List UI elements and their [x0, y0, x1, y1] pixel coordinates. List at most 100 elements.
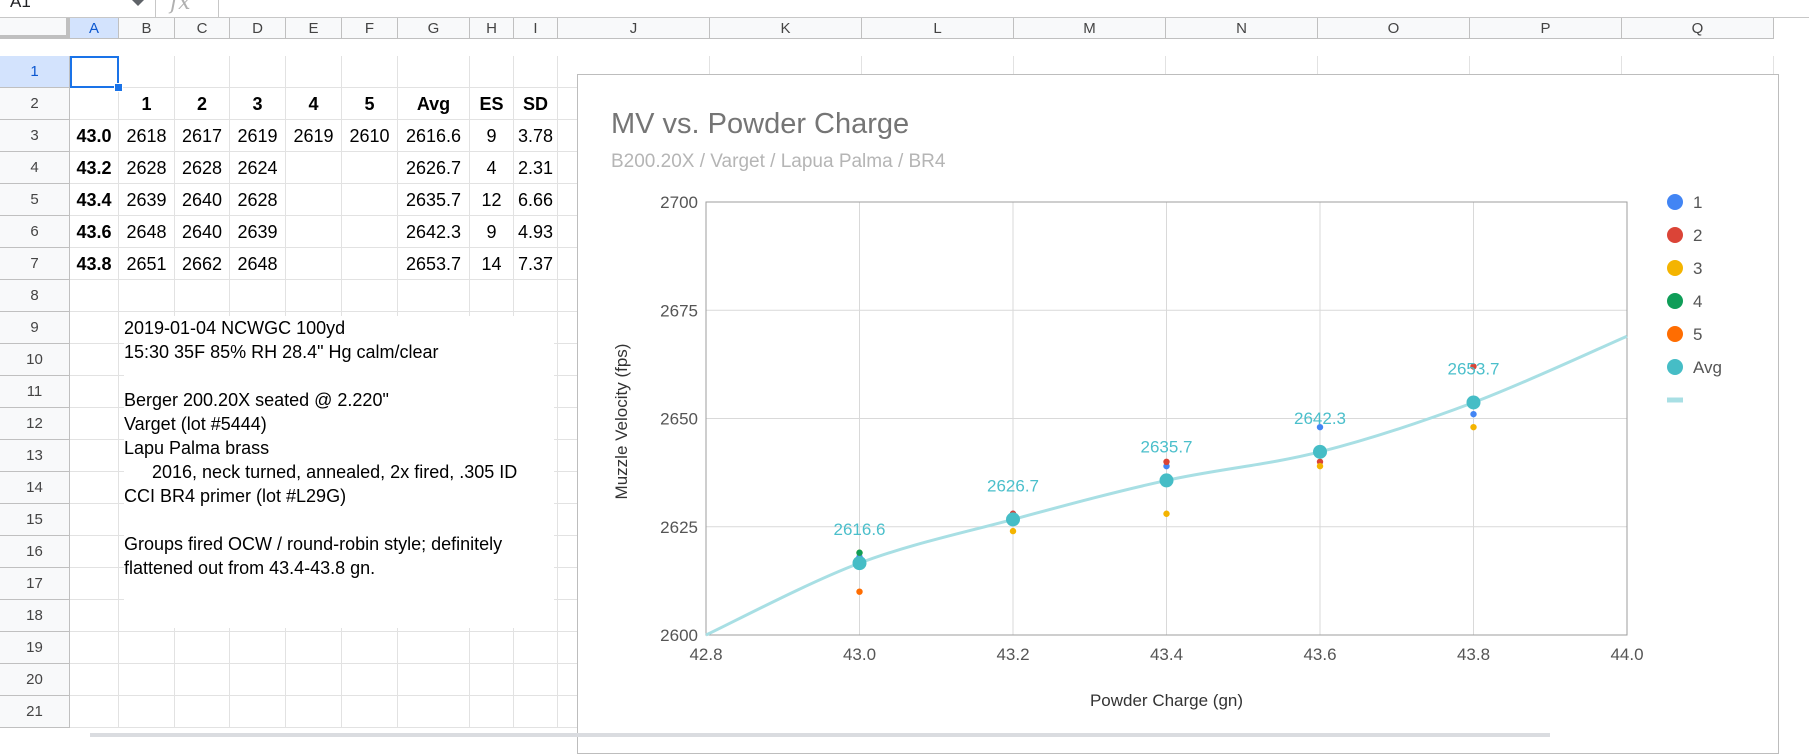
cell[interactable]	[175, 696, 230, 728]
selected-cell-a1[interactable]	[70, 56, 119, 88]
cell[interactable]	[119, 280, 175, 312]
column-header-N[interactable]: N	[1166, 18, 1318, 39]
table-header-cell[interactable]: SD	[514, 88, 558, 120]
cell[interactable]	[470, 664, 514, 696]
row-header-6[interactable]: 6	[0, 216, 70, 248]
cell[interactable]	[398, 664, 470, 696]
table-cell[interactable]: 2642.3	[398, 216, 470, 248]
cell[interactable]	[70, 632, 119, 664]
cell[interactable]	[514, 664, 558, 696]
table-cell[interactable]: 4	[470, 152, 514, 184]
row-header-20[interactable]: 20	[0, 664, 70, 696]
table-cell[interactable]: 4.93	[514, 216, 558, 248]
column-header-A[interactable]: A	[70, 18, 119, 39]
table-cell[interactable]: 2610	[342, 120, 398, 152]
cell[interactable]	[286, 664, 342, 696]
table-cell[interactable]	[286, 184, 342, 216]
row-header-8[interactable]: 8	[0, 280, 70, 312]
cell[interactable]	[470, 56, 514, 88]
table-cell[interactable]	[286, 248, 342, 280]
column-header-J[interactable]: J	[558, 18, 710, 39]
charge-cell[interactable]: 43.6	[70, 216, 119, 248]
cell[interactable]	[342, 632, 398, 664]
cell[interactable]	[470, 280, 514, 312]
cell[interactable]	[70, 408, 119, 440]
horizontal-scrollbar[interactable]	[90, 733, 1550, 737]
cell[interactable]	[70, 280, 119, 312]
cell[interactable]	[70, 344, 119, 376]
column-header-G[interactable]: G	[398, 18, 470, 39]
row-header-10[interactable]: 10	[0, 344, 70, 376]
row-header-14[interactable]: 14	[0, 472, 70, 504]
column-header-E[interactable]: E	[286, 18, 342, 39]
cell[interactable]	[514, 696, 558, 728]
table-cell[interactable]: 2618	[119, 120, 175, 152]
table-cell[interactable]: 2628	[175, 152, 230, 184]
column-header-K[interactable]: K	[710, 18, 862, 39]
row-header-21[interactable]: 21	[0, 696, 70, 728]
select-all-corner[interactable]	[0, 18, 70, 39]
cell[interactable]	[70, 376, 119, 408]
cell[interactable]	[70, 664, 119, 696]
cell[interactable]	[119, 632, 175, 664]
table-cell[interactable]	[342, 216, 398, 248]
row-header-12[interactable]: 12	[0, 408, 70, 440]
row-header-3[interactable]: 3	[0, 120, 70, 152]
cell[interactable]	[342, 696, 398, 728]
cell[interactable]	[230, 696, 286, 728]
cell[interactable]	[398, 696, 470, 728]
cell[interactable]	[286, 280, 342, 312]
column-header-D[interactable]: D	[230, 18, 286, 39]
table-cell[interactable]: 3.78	[514, 120, 558, 152]
table-cell[interactable]	[342, 248, 398, 280]
table-cell[interactable]: 2628	[230, 184, 286, 216]
table-header-cell[interactable]: 5	[342, 88, 398, 120]
cell[interactable]	[514, 600, 558, 632]
cell[interactable]	[70, 536, 119, 568]
table-cell[interactable]: 2624	[230, 152, 286, 184]
cell[interactable]	[175, 664, 230, 696]
table-cell[interactable]	[286, 216, 342, 248]
cell[interactable]	[514, 56, 558, 88]
row-header-9[interactable]: 9	[0, 312, 70, 344]
cell[interactable]	[398, 632, 470, 664]
row-header-16[interactable]: 16	[0, 536, 70, 568]
cell[interactable]	[70, 696, 119, 728]
cell[interactable]	[342, 664, 398, 696]
table-cell[interactable]: 2617	[175, 120, 230, 152]
table-header-cell[interactable]: 1	[119, 88, 175, 120]
name-box[interactable]: A1	[10, 0, 31, 11]
cell[interactable]	[514, 280, 558, 312]
table-cell[interactable]: 6.66	[514, 184, 558, 216]
column-header-L[interactable]: L	[862, 18, 1014, 39]
cell[interactable]	[286, 632, 342, 664]
table-cell[interactable]: 12	[470, 184, 514, 216]
chart[interactable]: MV vs. Powder Charge B200.20X / Varget / …	[577, 74, 1779, 754]
table-cell[interactable]: 2639	[230, 216, 286, 248]
cell[interactable]	[70, 88, 119, 120]
column-header-I[interactable]: I	[514, 18, 558, 39]
table-header-cell[interactable]: 4	[286, 88, 342, 120]
cell[interactable]	[230, 280, 286, 312]
table-cell[interactable]: 2640	[175, 184, 230, 216]
column-header-H[interactable]: H	[470, 18, 514, 39]
table-cell[interactable]: 2648	[230, 248, 286, 280]
cell[interactable]	[342, 280, 398, 312]
cell[interactable]	[230, 664, 286, 696]
table-cell[interactable]: 9	[470, 216, 514, 248]
table-header-cell[interactable]: 3	[230, 88, 286, 120]
table-cell[interactable]: 2.31	[514, 152, 558, 184]
table-cell[interactable]: 2616.6	[398, 120, 470, 152]
column-header-C[interactable]: C	[175, 18, 230, 39]
cell[interactable]	[70, 312, 119, 344]
cell[interactable]	[398, 56, 470, 88]
column-header-O[interactable]: O	[1318, 18, 1470, 39]
row-header-13[interactable]: 13	[0, 440, 70, 472]
table-cell[interactable]: 7.37	[514, 248, 558, 280]
cell[interactable]	[119, 664, 175, 696]
row-header-1[interactable]: 1	[0, 56, 70, 88]
row-header-17[interactable]: 17	[0, 568, 70, 600]
cell[interactable]	[119, 56, 175, 88]
charge-cell[interactable]: 43.0	[70, 120, 119, 152]
table-header-cell[interactable]: 2	[175, 88, 230, 120]
